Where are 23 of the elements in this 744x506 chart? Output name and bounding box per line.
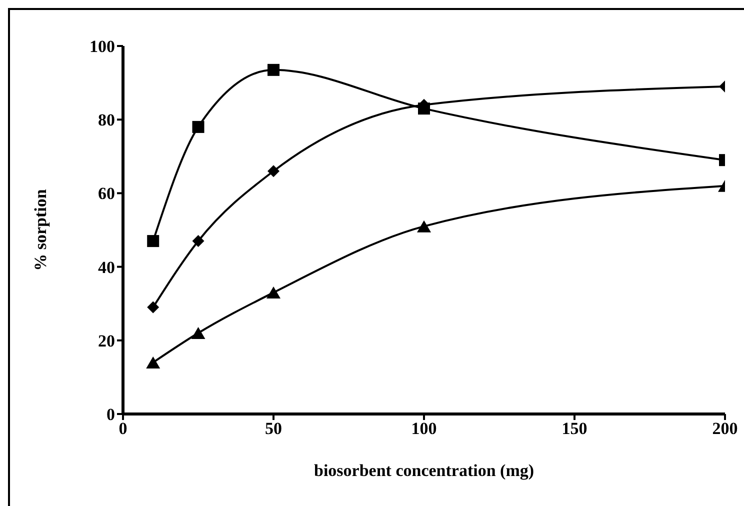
y-axis-title: % sorption [31, 188, 50, 271]
x-tick-label: 0 [118, 419, 128, 438]
point [191, 327, 206, 340]
point [147, 301, 160, 314]
point [192, 235, 204, 248]
point [268, 64, 280, 76]
x-tick-label: 100 [411, 419, 437, 438]
y-tick-label: 40 [98, 258, 115, 277]
point [147, 235, 160, 248]
point [146, 356, 160, 368]
x-tick-label: 50 [265, 419, 282, 438]
point [192, 120, 204, 133]
point [266, 286, 280, 299]
y-tick-label: 0 [106, 405, 115, 424]
point [417, 220, 431, 232]
y-tick-label: 80 [98, 110, 115, 130]
x-axis-title: biosorbent concentration (mg) [314, 461, 534, 480]
x-tick-label: 200 [712, 419, 738, 438]
x-tick-label: 150 [562, 419, 588, 438]
point [268, 165, 280, 178]
y-tick-label: 60 [98, 184, 115, 204]
y-tick-label: 100 [90, 37, 115, 56]
y-tick-label: 20 [98, 331, 115, 350]
